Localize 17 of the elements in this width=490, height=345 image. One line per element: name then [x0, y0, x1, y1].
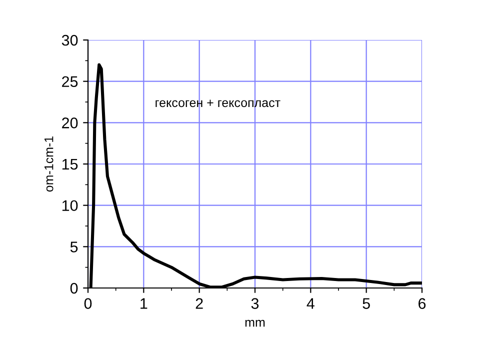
y-tick-label: 20 — [62, 118, 78, 128]
x-tick-label: 1 — [140, 298, 148, 309]
annotation: гексоген + гексопласт — [156, 100, 280, 108]
x-tick-label: 0 — [84, 298, 92, 309]
x-tick-label: 6 — [418, 298, 426, 309]
y-tick-label: 30 — [62, 34, 78, 46]
x-tick-label: 4 — [306, 298, 314, 309]
y-tick-label: 5 — [70, 242, 78, 252]
x-axis-title: mm — [245, 320, 265, 327]
x-tick-label: 3 — [251, 298, 259, 309]
y-tick-label: 25 — [62, 76, 78, 88]
y-tick-label: 10 — [62, 200, 78, 212]
x-tick-label: 5 — [362, 298, 370, 309]
x-tick-label: 2 — [196, 298, 203, 309]
y-axis-title: om-1cm-1 — [44, 136, 54, 192]
y-tick-label: 0 — [70, 282, 78, 294]
y-tick-label: 15 — [62, 159, 78, 170]
